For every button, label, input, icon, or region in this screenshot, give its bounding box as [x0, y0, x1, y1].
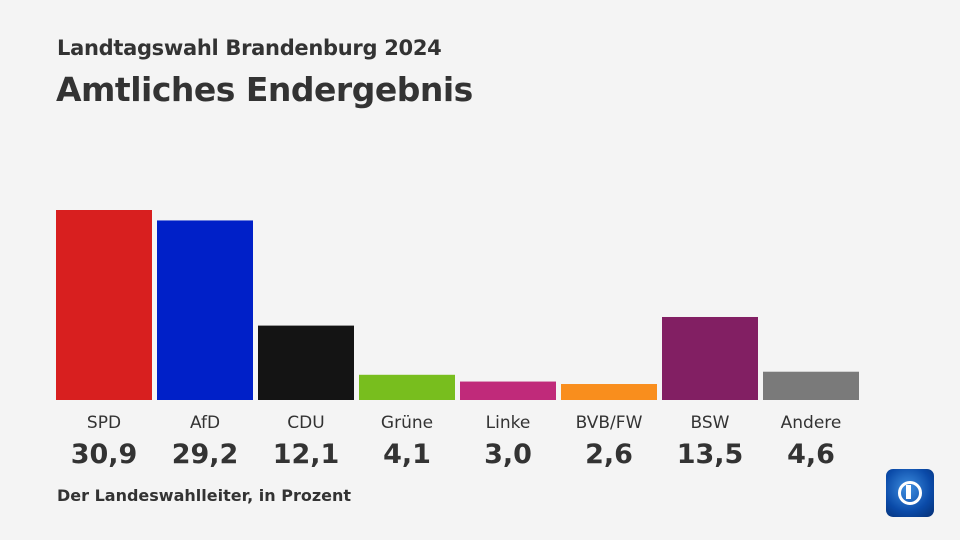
value-label: 30,9: [71, 439, 138, 470]
category-label: Grüne: [381, 413, 433, 433]
category-label: SPD: [87, 413, 121, 433]
value-label: 2,6: [585, 439, 633, 470]
bar-linke: [460, 381, 556, 400]
category-label: Linke: [486, 413, 531, 433]
chart-subtitle: Landtagswahl Brandenburg 2024: [57, 36, 442, 60]
value-label: 4,1: [383, 439, 431, 470]
value-label: 12,1: [273, 439, 340, 470]
category-label: AfD: [190, 413, 220, 433]
category-label: Andere: [781, 413, 842, 433]
chart-title: Amtliches Endergebnis: [56, 70, 473, 109]
bar-andere: [763, 371, 859, 400]
tagesschau-logo: [886, 469, 934, 517]
value-label: 29,2: [172, 439, 239, 470]
category-label: CDU: [287, 413, 324, 433]
value-label: 4,6: [787, 439, 835, 470]
bar-cdu: [258, 325, 354, 400]
category-label: BVB/FW: [576, 413, 643, 433]
bar-afd: [157, 220, 253, 400]
bar-grüne: [359, 374, 455, 400]
bar-bvbfw: [561, 384, 657, 400]
bar-spd: [56, 210, 152, 400]
value-label: 3,0: [484, 439, 532, 470]
source-note: Der Landeswahlleiter, in Prozent: [57, 486, 352, 505]
value-label: 13,5: [677, 439, 744, 470]
category-label: BSW: [691, 413, 730, 433]
bar-bsw: [662, 316, 758, 400]
